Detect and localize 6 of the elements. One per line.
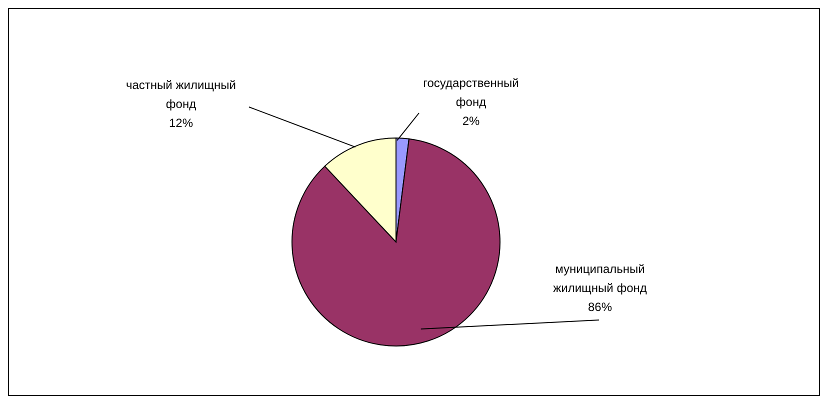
data-label: 2% [462, 114, 480, 128]
data-label: 12% [168, 116, 194, 130]
slice-label: частный жилищный фонд [126, 78, 236, 111]
slice-label: муниципальный жилищный фонд [553, 262, 647, 295]
slice-label: государственный фонд [423, 76, 519, 109]
data-label: 86% [588, 300, 612, 314]
